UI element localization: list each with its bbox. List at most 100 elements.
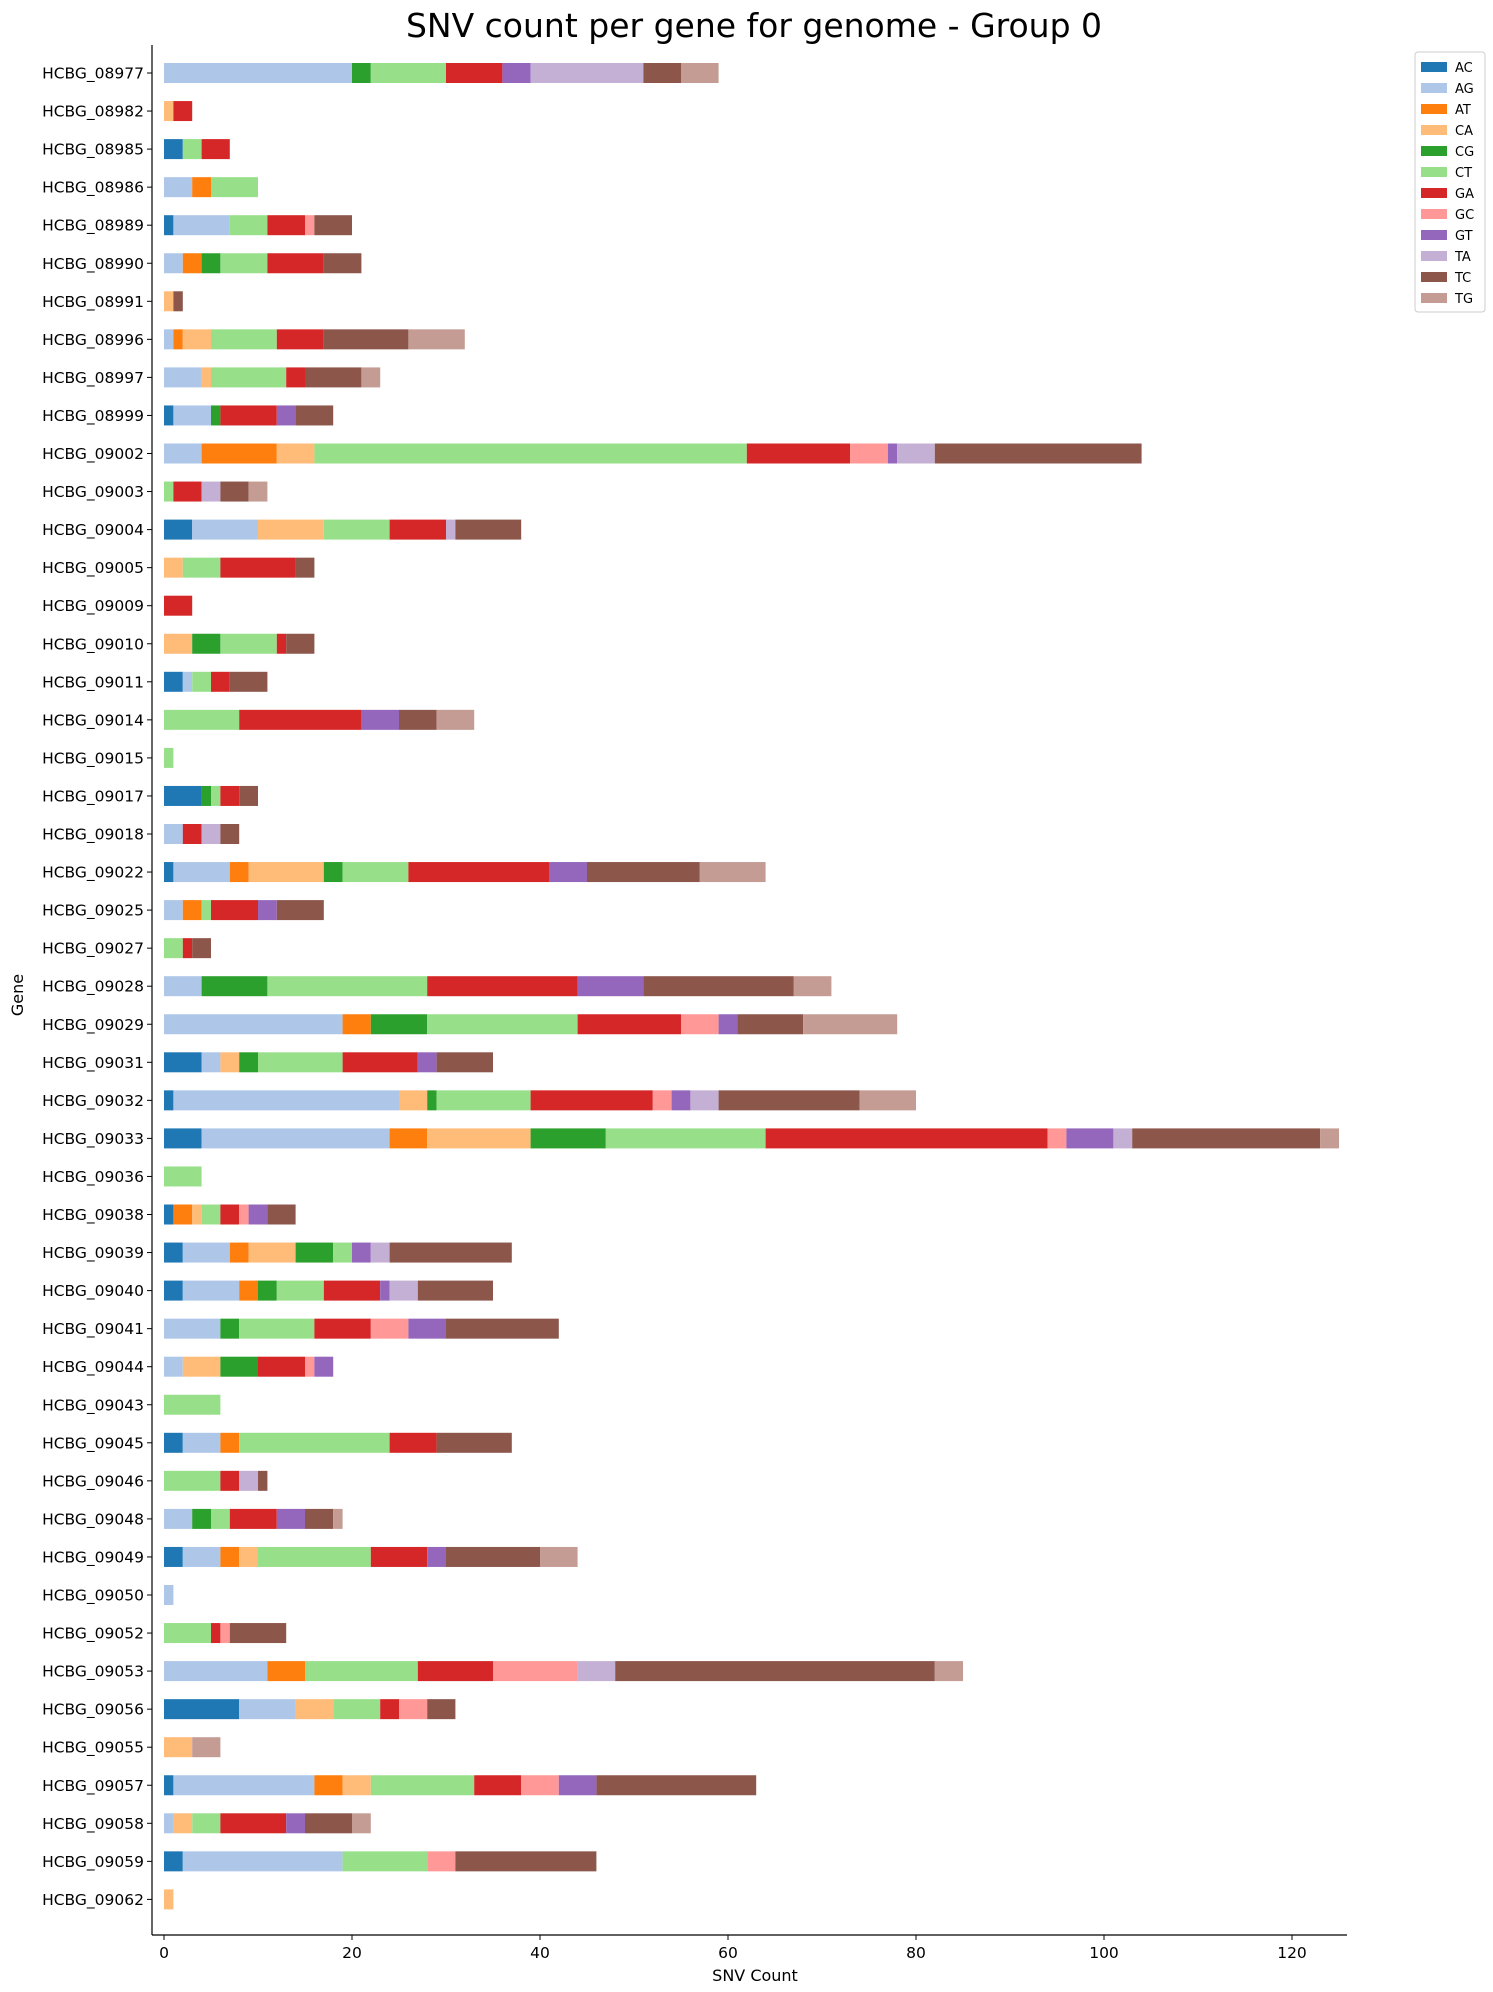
bar-hcbg-09022-tg <box>699 862 766 883</box>
bar-hcbg-08996-tc <box>323 329 409 350</box>
x-tick-label: 20 <box>342 1944 362 1962</box>
bar-hcbg-09029-tc <box>737 1014 804 1035</box>
y-axis-label: Gene <box>8 974 27 1016</box>
bar-hcbg-09053-ct <box>305 1661 418 1682</box>
bar-hcbg-08977-tc <box>643 63 681 83</box>
legend-label-ta: TA <box>1454 250 1471 265</box>
bar-hcbg-08990-tc <box>323 253 362 274</box>
bar-hcbg-09033-ta <box>1113 1128 1133 1149</box>
bar-hcbg-09057-ca <box>342 1775 371 1796</box>
bar-hcbg-08996-ct <box>211 329 277 350</box>
bar-hcbg-09029-ct <box>427 1014 578 1035</box>
bar-hcbg-09025-gt <box>258 900 277 921</box>
bar-hcbg-09053-gc <box>493 1661 578 1682</box>
bar-hcbg-08996-at <box>173 329 183 350</box>
bar-hcbg-09015-ct <box>164 747 174 768</box>
bar-hcbg-09033-at <box>389 1128 428 1149</box>
bar-hcbg-09040-at <box>239 1280 258 1301</box>
bar-hcbg-09039-tc <box>389 1242 512 1263</box>
bar-hcbg-08977-tg <box>681 63 719 83</box>
bar-hcbg-09022-cg <box>323 862 343 883</box>
bar-hcbg-08996-ca <box>182 329 211 350</box>
bar-hcbg-09032-cg <box>427 1090 437 1111</box>
bar-hcbg-09041-ct <box>239 1318 315 1339</box>
bar-hcbg-09022-ac <box>164 862 174 883</box>
bar-hcbg-09002-ct <box>314 443 747 464</box>
bar-hcbg-09038-ac <box>164 1204 174 1225</box>
y-tick-label: HCBG_09062 <box>42 1891 144 1910</box>
bar-hcbg-09028-gt <box>577 976 644 997</box>
bar-hcbg-09049-ag <box>182 1546 221 1567</box>
y-tick-label: HCBG_09052 <box>42 1625 144 1644</box>
bar-hcbg-09014-ct <box>164 709 240 730</box>
bar-hcbg-09014-gt <box>361 709 399 730</box>
y-tick-label: HCBG_09041 <box>42 1320 144 1339</box>
bar-hcbg-09052-tc <box>229 1623 287 1644</box>
bar-hcbg-09053-ga <box>417 1661 493 1682</box>
bar-hcbg-09003-tg <box>248 481 268 502</box>
y-tick-label: HCBG_09053 <box>42 1663 144 1682</box>
bar-hcbg-08977-gt <box>502 63 531 83</box>
bar-hcbg-08977-ta <box>530 63 644 83</box>
bar-hcbg-08999-ga <box>220 405 277 426</box>
bar-hcbg-09044-gc <box>305 1356 315 1377</box>
legend-swatch-gc <box>1421 209 1447 219</box>
bar-hcbg-09040-ga <box>323 1280 381 1301</box>
bar-hcbg-09057-ct <box>370 1775 475 1796</box>
bar-hcbg-09045-tc <box>436 1432 512 1453</box>
y-tick-label: HCBG_09040 <box>42 1282 144 1301</box>
bar-hcbg-08996-ga <box>276 329 324 350</box>
bar-hcbg-09049-at <box>220 1546 240 1567</box>
bar-hcbg-09048-tc <box>305 1508 334 1529</box>
bar-hcbg-09028-ag <box>164 976 202 997</box>
bar-hcbg-09056-ac <box>164 1699 240 1720</box>
bar-hcbg-09029-gc <box>681 1014 719 1035</box>
bar-hcbg-09005-ct <box>182 557 221 578</box>
bar-hcbg-09039-ta <box>370 1242 390 1263</box>
x-axis-label: SNV Count <box>712 1966 798 1985</box>
bar-hcbg-09039-cg <box>295 1242 334 1263</box>
bar-hcbg-09029-ga <box>577 1014 681 1035</box>
bar-hcbg-09038-gt <box>248 1204 268 1225</box>
bar-hcbg-09033-ag <box>201 1128 390 1149</box>
bar-hcbg-09032-gc <box>652 1090 672 1111</box>
y-tick-label: HCBG_09003 <box>42 483 144 502</box>
bar-hcbg-09053-ag <box>164 1661 268 1682</box>
bar-hcbg-09022-ct <box>342 862 409 883</box>
bar-hcbg-09031-cg <box>239 1052 258 1073</box>
bar-hcbg-09048-cg <box>192 1508 211 1529</box>
legend-swatch-tc <box>1421 272 1447 282</box>
bar-hcbg-09032-ac <box>164 1090 174 1111</box>
bar-hcbg-08997-tc <box>305 367 362 388</box>
bar-hcbg-09022-gt <box>549 862 587 883</box>
bar-hcbg-09032-ca <box>399 1090 428 1111</box>
bar-hcbg-09038-ct <box>201 1204 221 1225</box>
legend-swatch-tg <box>1421 293 1447 303</box>
y-tick-label: HCBG_09004 <box>42 521 144 540</box>
bar-hcbg-09002-gt <box>887 443 898 464</box>
bar-hcbg-09031-ac <box>164 1052 202 1073</box>
bar-hcbg-09046-tc <box>258 1470 268 1491</box>
legend-box <box>1414 51 1486 313</box>
legend: AC AG AT CA CG CT GA GC GT TA TC TG <box>1414 51 1486 313</box>
bar-hcbg-09033-cg <box>530 1128 606 1149</box>
bar-hcbg-09045-ga <box>389 1432 437 1453</box>
y-tick-label: HCBG_09045 <box>42 1434 144 1453</box>
bars-layer <box>164 63 1339 1910</box>
y-tick-label: HCBG_09039 <box>42 1244 144 1263</box>
bar-hcbg-09058-ct <box>192 1813 221 1834</box>
bar-hcbg-09038-tc <box>267 1204 296 1225</box>
bar-hcbg-09039-ca <box>248 1242 296 1263</box>
bar-hcbg-08990-ct <box>220 253 268 274</box>
y-tick-label: HCBG_09015 <box>42 749 144 768</box>
bar-hcbg-09039-ac <box>164 1242 183 1263</box>
bar-hcbg-09011-ac <box>164 671 183 692</box>
bar-hcbg-09036-ct <box>164 1166 202 1187</box>
bar-hcbg-09011-tc <box>229 671 268 692</box>
bar-hcbg-09048-tg <box>333 1508 343 1529</box>
bar-hcbg-09022-at <box>229 862 249 883</box>
bar-hcbg-09003-ga <box>173 481 202 502</box>
bar-hcbg-09004-ga <box>389 519 446 540</box>
bar-hcbg-08999-ac <box>164 405 174 426</box>
y-tick-label: HCBG_09049 <box>42 1548 144 1567</box>
